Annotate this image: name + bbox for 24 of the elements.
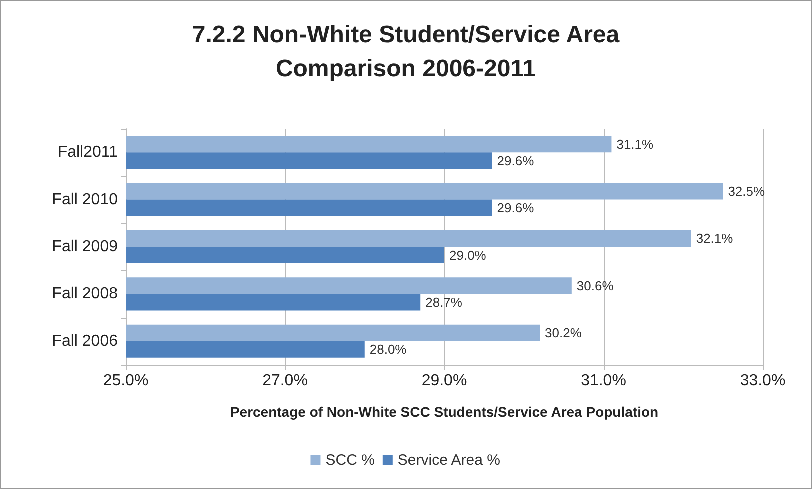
data-label: 31.1% [616,136,654,152]
y-tick-label: Fall 2008 [52,286,118,303]
data-label: 32.1% [696,231,734,246]
x-tick-label: 25.0% [103,372,149,390]
y-tick-label: Fall 2010 [52,191,118,208]
y-tick-label: Fall 2009 [52,238,118,256]
chart-title: 7.2.2 Non-White Student/Service Area Comparison 2006-2011 [192,22,620,82]
legend-label: Service Area % [398,452,500,469]
y-tick-label: Fall2011 [58,144,118,162]
data-label: 29.0% [450,248,487,263]
x-tick-label: 29.0% [422,372,468,390]
data-label: 30.6% [576,278,614,294]
data-label: 28.7% [426,294,463,310]
data-label: 28.0% [370,342,408,358]
y-tick-label: Fall 2006 [52,332,118,350]
x-tick-label: 33.0% [740,372,786,390]
data-label: 29.6% [497,200,535,216]
data-label: 30.2% [545,326,582,341]
data-label: 32.5% [728,184,766,200]
legend-label: SCC % [326,452,375,469]
x-tick-label: 27.0% [262,372,308,390]
x-tick-label: 31.0% [581,372,626,390]
data-label: 29.6% [497,153,535,168]
x-axis-title: Percentage of Non-White SCC Students/Service Area Population [230,404,659,420]
